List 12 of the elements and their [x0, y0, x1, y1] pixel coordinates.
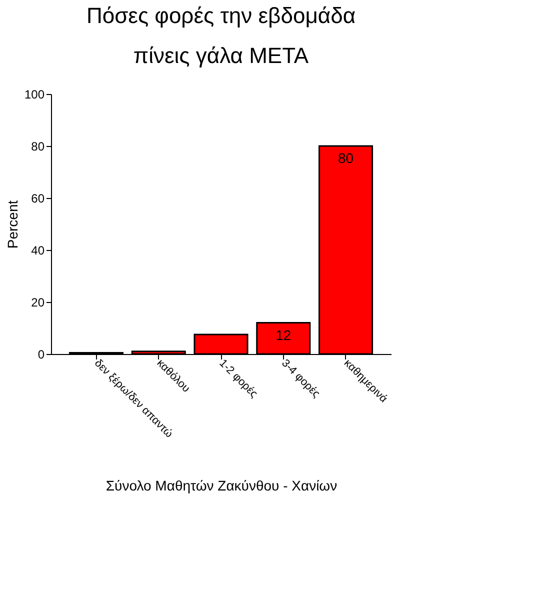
- text: Πόσες φορές την εβδομάδα: [86, 3, 356, 28]
- y-tick-label: 0: [38, 348, 45, 362]
- y-tick-label: 60: [31, 192, 45, 206]
- text: πίνεις γάλα ΜΕΤΑ: [133, 43, 309, 68]
- data-label: 12: [276, 326, 292, 343]
- y-axis-title: Percent: [4, 200, 20, 249]
- y-tick-label: 100: [24, 88, 45, 102]
- data-label: 80: [338, 150, 354, 166]
- y-tick-label: 80: [31, 140, 45, 154]
- y-tick-label: 40: [31, 244, 45, 258]
- x-axis-title: Σύνολο Μαθητών Ζακύνθου - Χανίων: [106, 478, 338, 494]
- y-tick-label: 20: [31, 296, 45, 310]
